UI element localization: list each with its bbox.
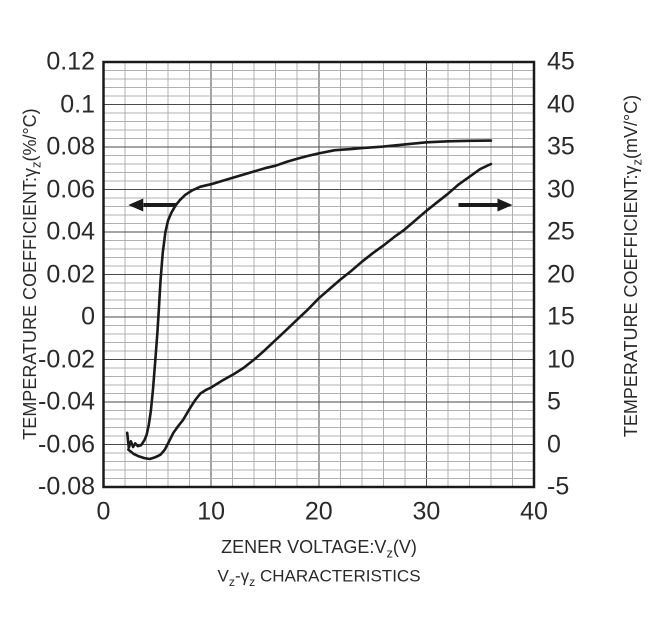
y-right-tick-label: -5: [547, 472, 570, 501]
y-left-tick-label: -0.08: [38, 472, 95, 501]
y-left-tick-label: -0.02: [38, 345, 95, 373]
y-right-tick-label: 0: [547, 430, 561, 458]
y-right-tick-label: 20: [547, 260, 575, 288]
y-right-tick-label: 45: [547, 47, 575, 76]
x-tick-label: 0: [96, 497, 111, 526]
y-left-tick-label: 0.06: [46, 175, 95, 203]
y-left-tick-label: -0.04: [38, 387, 95, 416]
x-tick-label: 30: [412, 497, 441, 526]
y-right-tick-label: 25: [547, 217, 575, 246]
arrow-head-left-icon: [128, 198, 144, 212]
y-left-tick-label: -0.06: [38, 430, 95, 458]
y-right-tick-label: 30: [547, 175, 575, 203]
y-right-tick-label: 40: [547, 90, 575, 118]
y-right-tick-label: 35: [547, 132, 575, 161]
x-tick-label: 10: [197, 497, 226, 526]
arrow-head-right-icon: [497, 198, 513, 212]
curve-temperature-coefficient-mV-per-degC: [127, 162, 493, 461]
x-axis-label: ZENER VOLTAGE:Vz(V): [221, 537, 417, 561]
y-left-tick-label: 0.02: [46, 260, 95, 288]
y-right-tick-label: 10: [547, 345, 575, 373]
y-axis-label-left: TEMPERATURE COEFFICIENT:γz(%/°C): [20, 108, 44, 440]
x-tick-label: 40: [520, 497, 548, 526]
y-left-tick-label: 0.12: [46, 47, 95, 76]
y-left-tick-label: 0.1: [60, 90, 95, 118]
x-tick-label: 20: [304, 497, 333, 526]
y-right-tick-label: 15: [547, 302, 575, 331]
y-axis-label-right: TEMPERATURE COEFFICIENT:γz(mV/°C): [621, 94, 645, 438]
curve-temperature-coefficient-percent-per-degC: [125, 139, 493, 449]
chart-caption: Vz-γz CHARACTERISTICS: [217, 566, 421, 589]
y-left-tick-label: 0: [81, 302, 95, 331]
y-right-tick-label: 5: [547, 387, 561, 416]
y-left-tick-label: 0.04: [46, 217, 95, 246]
y-left-tick-label: 0.08: [46, 132, 95, 161]
plot-frame: [102, 60, 536, 489]
